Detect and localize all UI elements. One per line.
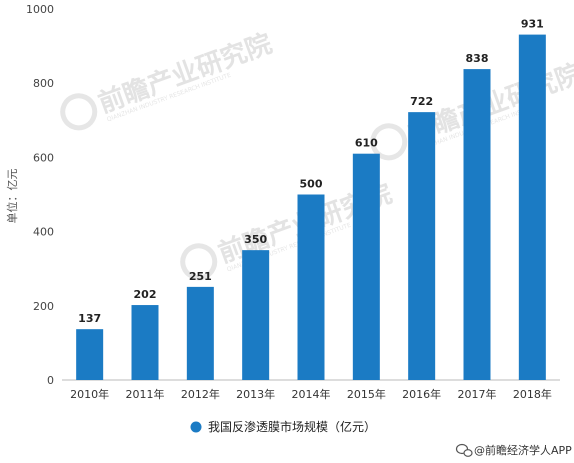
data-label: 500 <box>300 178 323 191</box>
legend-label: 我国反渗透膜市场规模（亿元） <box>208 419 376 434</box>
bar <box>352 153 380 380</box>
bars <box>76 34 546 381</box>
y-tick-label: 1000 <box>26 3 54 16</box>
data-labels: 137 202 251 350 500 610 722 838 931 <box>78 18 544 326</box>
data-label: 251 <box>189 270 212 283</box>
bar <box>408 112 436 380</box>
data-label: 610 <box>355 137 378 150</box>
x-tick-label: 2014年 <box>292 387 331 401</box>
bar <box>186 286 214 380</box>
bar <box>297 194 325 380</box>
data-label: 137 <box>78 312 101 325</box>
bar <box>242 250 270 380</box>
data-label: 931 <box>521 18 544 31</box>
x-tick-label: 2017年 <box>458 387 497 401</box>
data-label: 838 <box>466 52 489 65</box>
legend: 我国反渗透膜市场规模（亿元） <box>190 419 376 434</box>
bar <box>518 34 546 380</box>
y-tick-label: 0 <box>47 374 54 387</box>
x-tick-label: 2015年 <box>347 387 386 401</box>
data-label: 722 <box>410 95 433 108</box>
bar <box>463 69 491 381</box>
bar <box>76 329 104 380</box>
x-tick-label: 2016年 <box>402 387 441 401</box>
x-ticks: 2010年 2011年 2012年 2013年 2014年 2015年 2016年 2017年… <box>70 387 552 401</box>
y-tick-label: 200 <box>33 300 54 313</box>
x-tick-label: 2013年 <box>236 387 275 401</box>
y-axis-label: 单位：亿元 <box>5 169 19 224</box>
y-tick-label: 600 <box>33 151 54 164</box>
watermark-logo-icon <box>180 243 218 281</box>
x-tick-label: 2010年 <box>70 387 109 401</box>
y-ticks: 0 200 400 600 800 1000 <box>26 3 54 387</box>
y-tick-label: 800 <box>33 77 54 90</box>
source-text: @前瞻经济学人APP <box>474 443 572 457</box>
data-label: 202 <box>134 288 157 301</box>
watermark-text: 前瞻产业研究院 <box>94 28 276 119</box>
watermark-logo-icon <box>60 93 98 131</box>
data-label: 350 <box>244 233 267 246</box>
bar <box>131 305 159 380</box>
legend-marker <box>190 421 202 433</box>
y-tick-label: 400 <box>33 226 54 239</box>
x-tick-label: 2018年 <box>513 387 552 401</box>
watermark-logo-icon <box>370 123 408 161</box>
source-credit: @前瞻经济学人APP <box>455 443 572 457</box>
x-tick-label: 2012年 <box>181 387 220 401</box>
x-tick-label: 2011年 <box>126 387 165 401</box>
wechat-icon <box>455 443 473 457</box>
